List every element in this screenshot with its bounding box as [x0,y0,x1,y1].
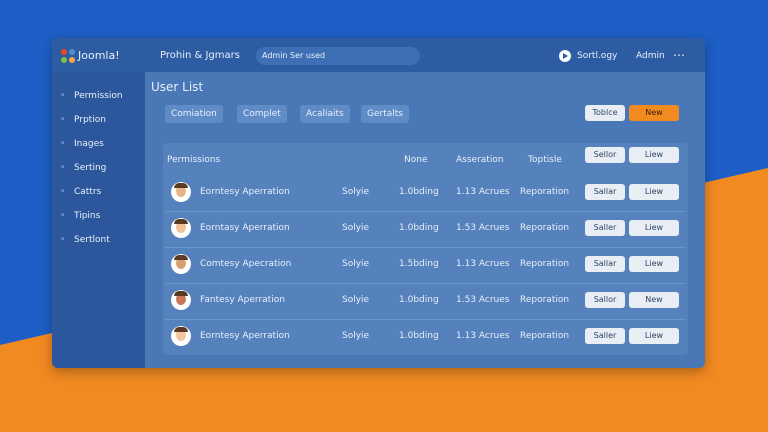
row-button[interactable]: Liew [629,256,679,272]
new-button[interactable]: New [629,105,679,121]
sidebar-icon: ◦ [60,211,66,221]
row-button[interactable]: Liew [629,184,679,200]
row-divider [165,319,686,320]
column-header: Asseration [456,155,504,165]
column-header: Permissions [167,155,221,165]
filter[interactable]: Complet [237,105,287,123]
cell: Reporation [520,223,570,233]
sidebar-item[interactable]: Prption [74,115,106,125]
row-divider [165,247,686,248]
sidebar-icon: ◦ [60,115,66,125]
cell: Eorntasy Aperration [200,223,290,233]
row-button[interactable]: Sallar [585,256,625,272]
column-header: Toptisle [528,155,562,165]
cell: 1.13 Acrues [456,331,510,341]
row-button[interactable]: Sallor [585,292,625,308]
settings-link[interactable]: Sortl.ogy [577,51,618,61]
avatar [171,182,191,202]
table-panel [163,143,688,355]
cell: Solyie [342,259,370,269]
cell: Reporation [520,259,570,269]
row-button[interactable]: Saller [585,220,625,236]
filter[interactable]: Comiation [165,105,223,123]
row-divider [165,283,686,284]
cell: 1.5bding [399,259,439,269]
filter[interactable]: Acaliaits [300,105,350,123]
cell: Reporation [520,295,570,305]
menu[interactable]: Prohin & Jgmars [160,50,240,61]
search-box[interactable]: Admin Ser used [256,47,420,65]
cell: Fantesy Aperration [200,295,285,305]
sidebar-item[interactable]: Sertlont [74,235,110,245]
page-title: User List [151,80,204,94]
cell: 1.0bding [399,187,439,197]
avatar [171,218,191,238]
cell: 1.0bding [399,331,439,341]
avatar [171,326,191,346]
cell: Comtesy Apecration [200,259,292,269]
sidebar [52,72,145,368]
row-divider [165,211,686,212]
cell: Eorntesy Aperration [200,331,290,341]
avatar [171,290,191,310]
sidebar-item[interactable]: Inages [74,139,104,149]
more-icon[interactable]: ⋯ [673,48,685,62]
cell: Eorntesy Aperration [200,187,290,197]
sidebar-icon: ◦ [60,139,66,149]
row-button[interactable]: Saller [585,328,625,344]
sidebar-item[interactable]: Tipins [74,211,101,221]
avatar [171,254,191,274]
row-button[interactable]: New [629,292,679,308]
brand: Joomla! [78,49,120,62]
sidebar-item[interactable]: Permission [74,91,123,101]
row-button[interactable]: Sallar [585,184,625,200]
column-header: None [404,155,428,165]
cell: 1.0bding [399,295,439,305]
cell: Solyie [342,331,370,341]
brand-logo [61,49,75,63]
cell: Solyie [342,223,370,233]
cell: 1.0bding [399,223,439,233]
filter[interactable]: Gertalts [361,105,409,123]
cell: 1.13 Acrues [456,259,510,269]
header-button[interactable]: Liew [629,147,679,163]
header-button[interactable]: Sellor [585,147,625,163]
cell: 1.53 Acrues [456,295,510,305]
settings-icon [559,50,571,62]
cell: Reporation [520,331,570,341]
cell: Solyie [342,187,370,197]
cell: 1.13 Acrues [456,187,510,197]
sidebar-icon: ◦ [60,163,66,173]
action-button[interactable]: Toblce [585,105,625,121]
cell: Solyie [342,295,370,305]
sidebar-item[interactable]: Cattrs [74,187,102,197]
sidebar-icon: ◦ [60,91,66,101]
cell: Reporation [520,187,570,197]
cell: 1.53 Acrues [456,223,510,233]
user-menu[interactable]: Admin [636,51,665,61]
row-button[interactable]: Liew [629,328,679,344]
sidebar-icon: ◦ [60,187,66,197]
sidebar-icon: ◦ [60,235,66,245]
sidebar-item[interactable]: Serting [74,163,107,173]
row-button[interactable]: Liew [629,220,679,236]
